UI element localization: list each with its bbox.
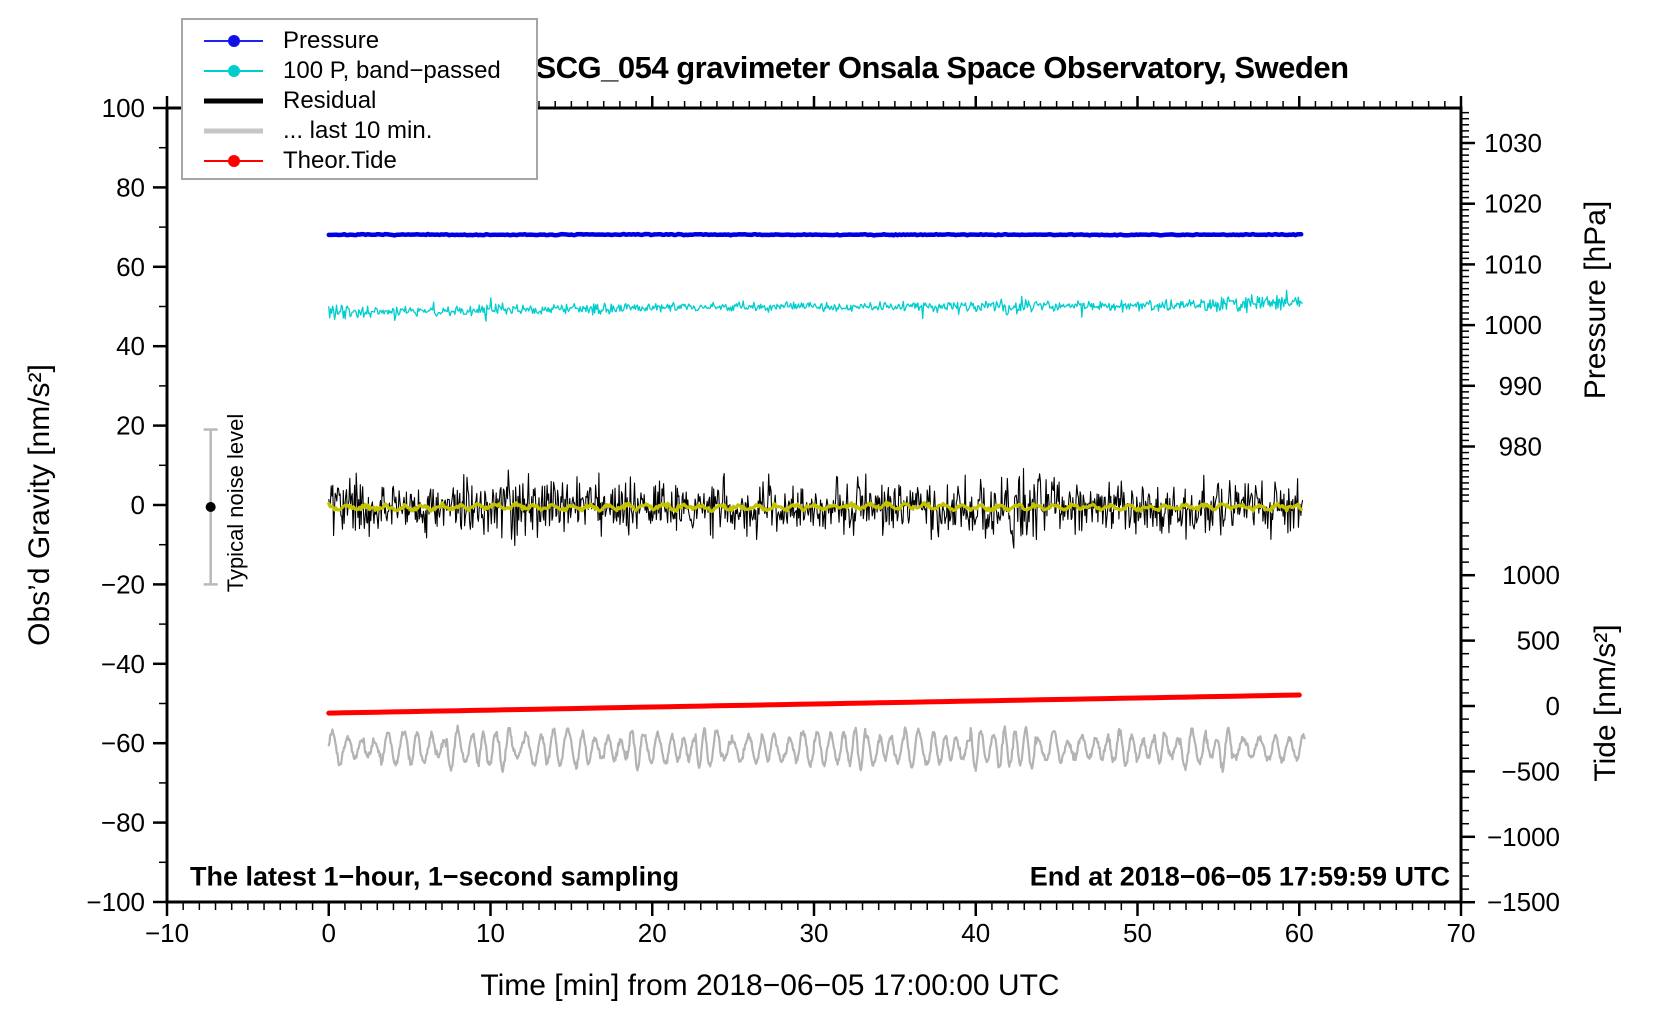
tick-label: 1030 bbox=[1484, 128, 1542, 158]
sampling-note: The latest 1−hour, 1−second sampling bbox=[190, 861, 680, 892]
series-theor-tide bbox=[326, 692, 1302, 716]
legend-item: ... last 10 min. bbox=[183, 116, 536, 146]
tick-label: −40 bbox=[101, 649, 145, 679]
legend-line-swatch bbox=[204, 98, 263, 104]
tick-label: −80 bbox=[101, 808, 145, 838]
legend-sample bbox=[204, 146, 263, 176]
series-last-10-min bbox=[327, 724, 1306, 773]
legend-item-label: Theor.Tide bbox=[283, 147, 397, 174]
tick-label: 500 bbox=[1517, 626, 1560, 656]
legend-sample bbox=[204, 26, 263, 56]
tick-label: 0 bbox=[322, 918, 336, 948]
tick-label: 40 bbox=[961, 918, 990, 948]
legend-sample bbox=[204, 56, 263, 86]
x-axis-title-time: Time [min] from 2018−06−05 17:00:00 UTC bbox=[480, 969, 1060, 1002]
noise-marker-dot bbox=[205, 501, 216, 512]
tick-label: 80 bbox=[116, 172, 145, 202]
legend-item: Residual bbox=[183, 86, 536, 116]
legend-item-label: Residual bbox=[283, 87, 377, 114]
tick-label: 1000 bbox=[1484, 310, 1542, 340]
legend-item-label: ... last 10 min. bbox=[283, 117, 433, 144]
tick-label: 60 bbox=[1285, 918, 1314, 948]
series-band-passed bbox=[328, 289, 1303, 322]
typical-noise-level-label: Typical noise level bbox=[223, 413, 248, 593]
legend-marker-dot bbox=[227, 65, 240, 77]
tick-label: 100 bbox=[102, 93, 145, 123]
legend-item: Theor.Tide bbox=[183, 146, 536, 176]
tick-label: 10 bbox=[476, 918, 505, 948]
tick-label: 990 bbox=[1499, 371, 1542, 401]
y-axis-title-tide: Tide [nm/s²] bbox=[1589, 624, 1622, 782]
tick-label: 1000 bbox=[1502, 560, 1560, 590]
tick-label: 0 bbox=[1546, 691, 1560, 721]
legend-line-swatch bbox=[204, 128, 263, 134]
tick-label: −1500 bbox=[1487, 887, 1560, 917]
tick-label: 50 bbox=[1123, 918, 1152, 948]
tick-label: 1010 bbox=[1484, 249, 1542, 279]
tick-label: 30 bbox=[800, 918, 829, 948]
tick-label: 0 bbox=[131, 490, 145, 520]
series-pressure bbox=[326, 231, 1304, 238]
series-residual-smoothed bbox=[327, 500, 1303, 513]
tick-label: 70 bbox=[1447, 918, 1476, 948]
tick-label: 60 bbox=[116, 252, 145, 282]
tick-label: −1000 bbox=[1487, 822, 1560, 852]
tick-label: −500 bbox=[1501, 756, 1560, 786]
tick-label: 20 bbox=[638, 918, 667, 948]
noise-level-marker bbox=[203, 428, 218, 586]
tick-label: −60 bbox=[101, 728, 145, 758]
tick-labels: −10 0 10 20 30 40 50 60 70100806040200−20−40−60−… bbox=[86, 93, 1560, 948]
chart-title: SCG_054 gravimeter Onsala Space Observat… bbox=[535, 50, 1349, 85]
y-axis-title-pressure: Pressure [hPa] bbox=[1579, 200, 1612, 400]
legend-item-label: 100 P, band−passed bbox=[283, 57, 501, 84]
legend-item: Pressure bbox=[183, 26, 536, 56]
y-axis-title-gravity: Obs’d Gravity [nm/s²] bbox=[23, 364, 56, 646]
legend-item: 100 P, band−passed bbox=[183, 56, 536, 86]
tick-label: 20 bbox=[116, 411, 145, 441]
legend-sample bbox=[204, 86, 263, 116]
legend-sample bbox=[204, 116, 263, 146]
end-time-note: End at 2018−06−05 17:59:59 UTC bbox=[1029, 861, 1450, 892]
tick-label: 980 bbox=[1499, 432, 1542, 462]
legend-marker-dot bbox=[227, 35, 240, 47]
legend-marker-dot bbox=[227, 155, 240, 167]
tick-label: −10 bbox=[145, 918, 189, 948]
legend-item-label: Pressure bbox=[283, 27, 380, 54]
tick-label: 1020 bbox=[1484, 189, 1542, 219]
tick-label: −100 bbox=[86, 887, 145, 917]
tick-label: 40 bbox=[116, 331, 145, 361]
tick-label: −20 bbox=[101, 569, 145, 599]
legend: Pressure 100 P, band−passed Residual ...… bbox=[181, 18, 538, 180]
